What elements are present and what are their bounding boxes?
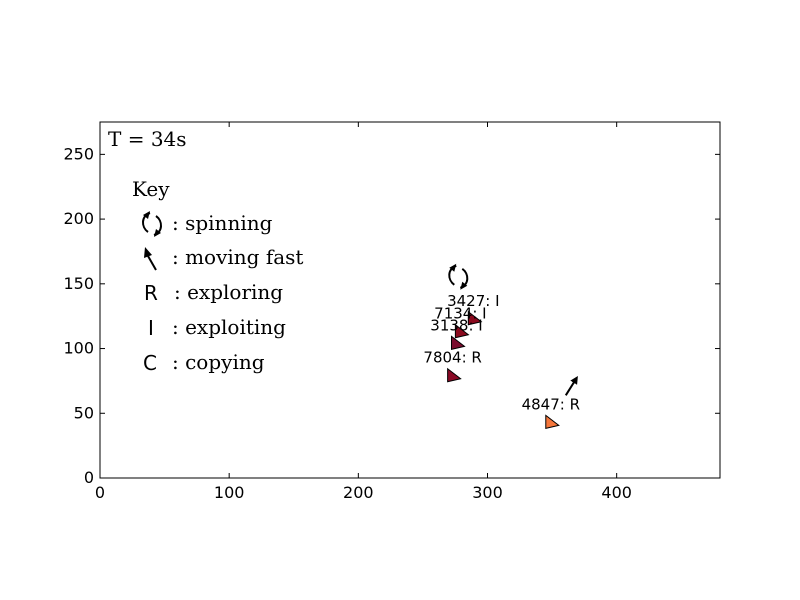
y-tick-label: 200: [63, 209, 94, 228]
y-tick-label: 50: [74, 403, 94, 422]
agent-point: 3138: I: [430, 316, 483, 350]
moving-fast-arrow-icon: [144, 247, 157, 271]
legend-entry-exploiting: I : exploiting: [148, 315, 286, 340]
legend-entry-exploring: R : exploring: [144, 280, 283, 305]
legend-label: : exploring: [174, 280, 283, 304]
moving-fast-arrow-icon: [564, 375, 578, 396]
agent-point: 4847: R: [522, 375, 580, 429]
agent-point: 3427: I: [447, 263, 500, 326]
legend: Key : spinning : moving fast R : explori…: [132, 177, 303, 375]
y-tick-label: 250: [63, 144, 94, 163]
spinning-icon: [448, 263, 469, 290]
agent-point: 7134: I: [434, 305, 487, 339]
x-tick-label: 0: [95, 483, 105, 502]
agent-label: 7804: R: [423, 349, 481, 367]
agent-label: 3138: I: [430, 316, 482, 334]
legend-entry-spinning: : spinning: [142, 211, 273, 237]
legend-label: : copying: [172, 350, 265, 374]
agent-label: 3427: I: [447, 292, 499, 310]
y-tick-label: 0: [84, 468, 94, 487]
plot-frame: [99, 121, 721, 479]
legend-label: : exploiting: [172, 315, 286, 339]
x-tick-label: 100: [214, 483, 245, 502]
y-tick-label: 150: [63, 274, 94, 293]
legend-label: : moving fast: [172, 245, 303, 269]
legend-symbol: R: [144, 281, 158, 305]
time-label: T = 34s: [108, 127, 187, 151]
legend-title: Key: [132, 177, 170, 201]
x-tick-label: 400: [601, 483, 632, 502]
agent-marker: [447, 367, 462, 383]
spinning-icon: [142, 211, 162, 237]
axis-ticks: 0 100 200 300 400 0 50 100 150 200 250: [63, 122, 720, 502]
agent-marker: [545, 414, 560, 429]
agent-label: 4847: R: [522, 395, 580, 413]
x-tick-label: 200: [343, 483, 374, 502]
legend-symbol: I: [148, 316, 154, 340]
agent-marker: [454, 323, 470, 339]
legend-entry-copying: C : copying: [143, 350, 265, 375]
legend-symbol: C: [143, 351, 157, 375]
agent-marker: [451, 335, 466, 350]
agent-marker: [467, 310, 483, 326]
y-tick-label: 100: [63, 339, 94, 358]
agent-point: 7804: R: [423, 349, 482, 383]
legend-entry-moving-fast: : moving fast: [144, 245, 303, 271]
legend-label: : spinning: [172, 211, 273, 235]
x-tick-label: 300: [472, 483, 503, 502]
agent-label: 7134: I: [434, 305, 486, 323]
